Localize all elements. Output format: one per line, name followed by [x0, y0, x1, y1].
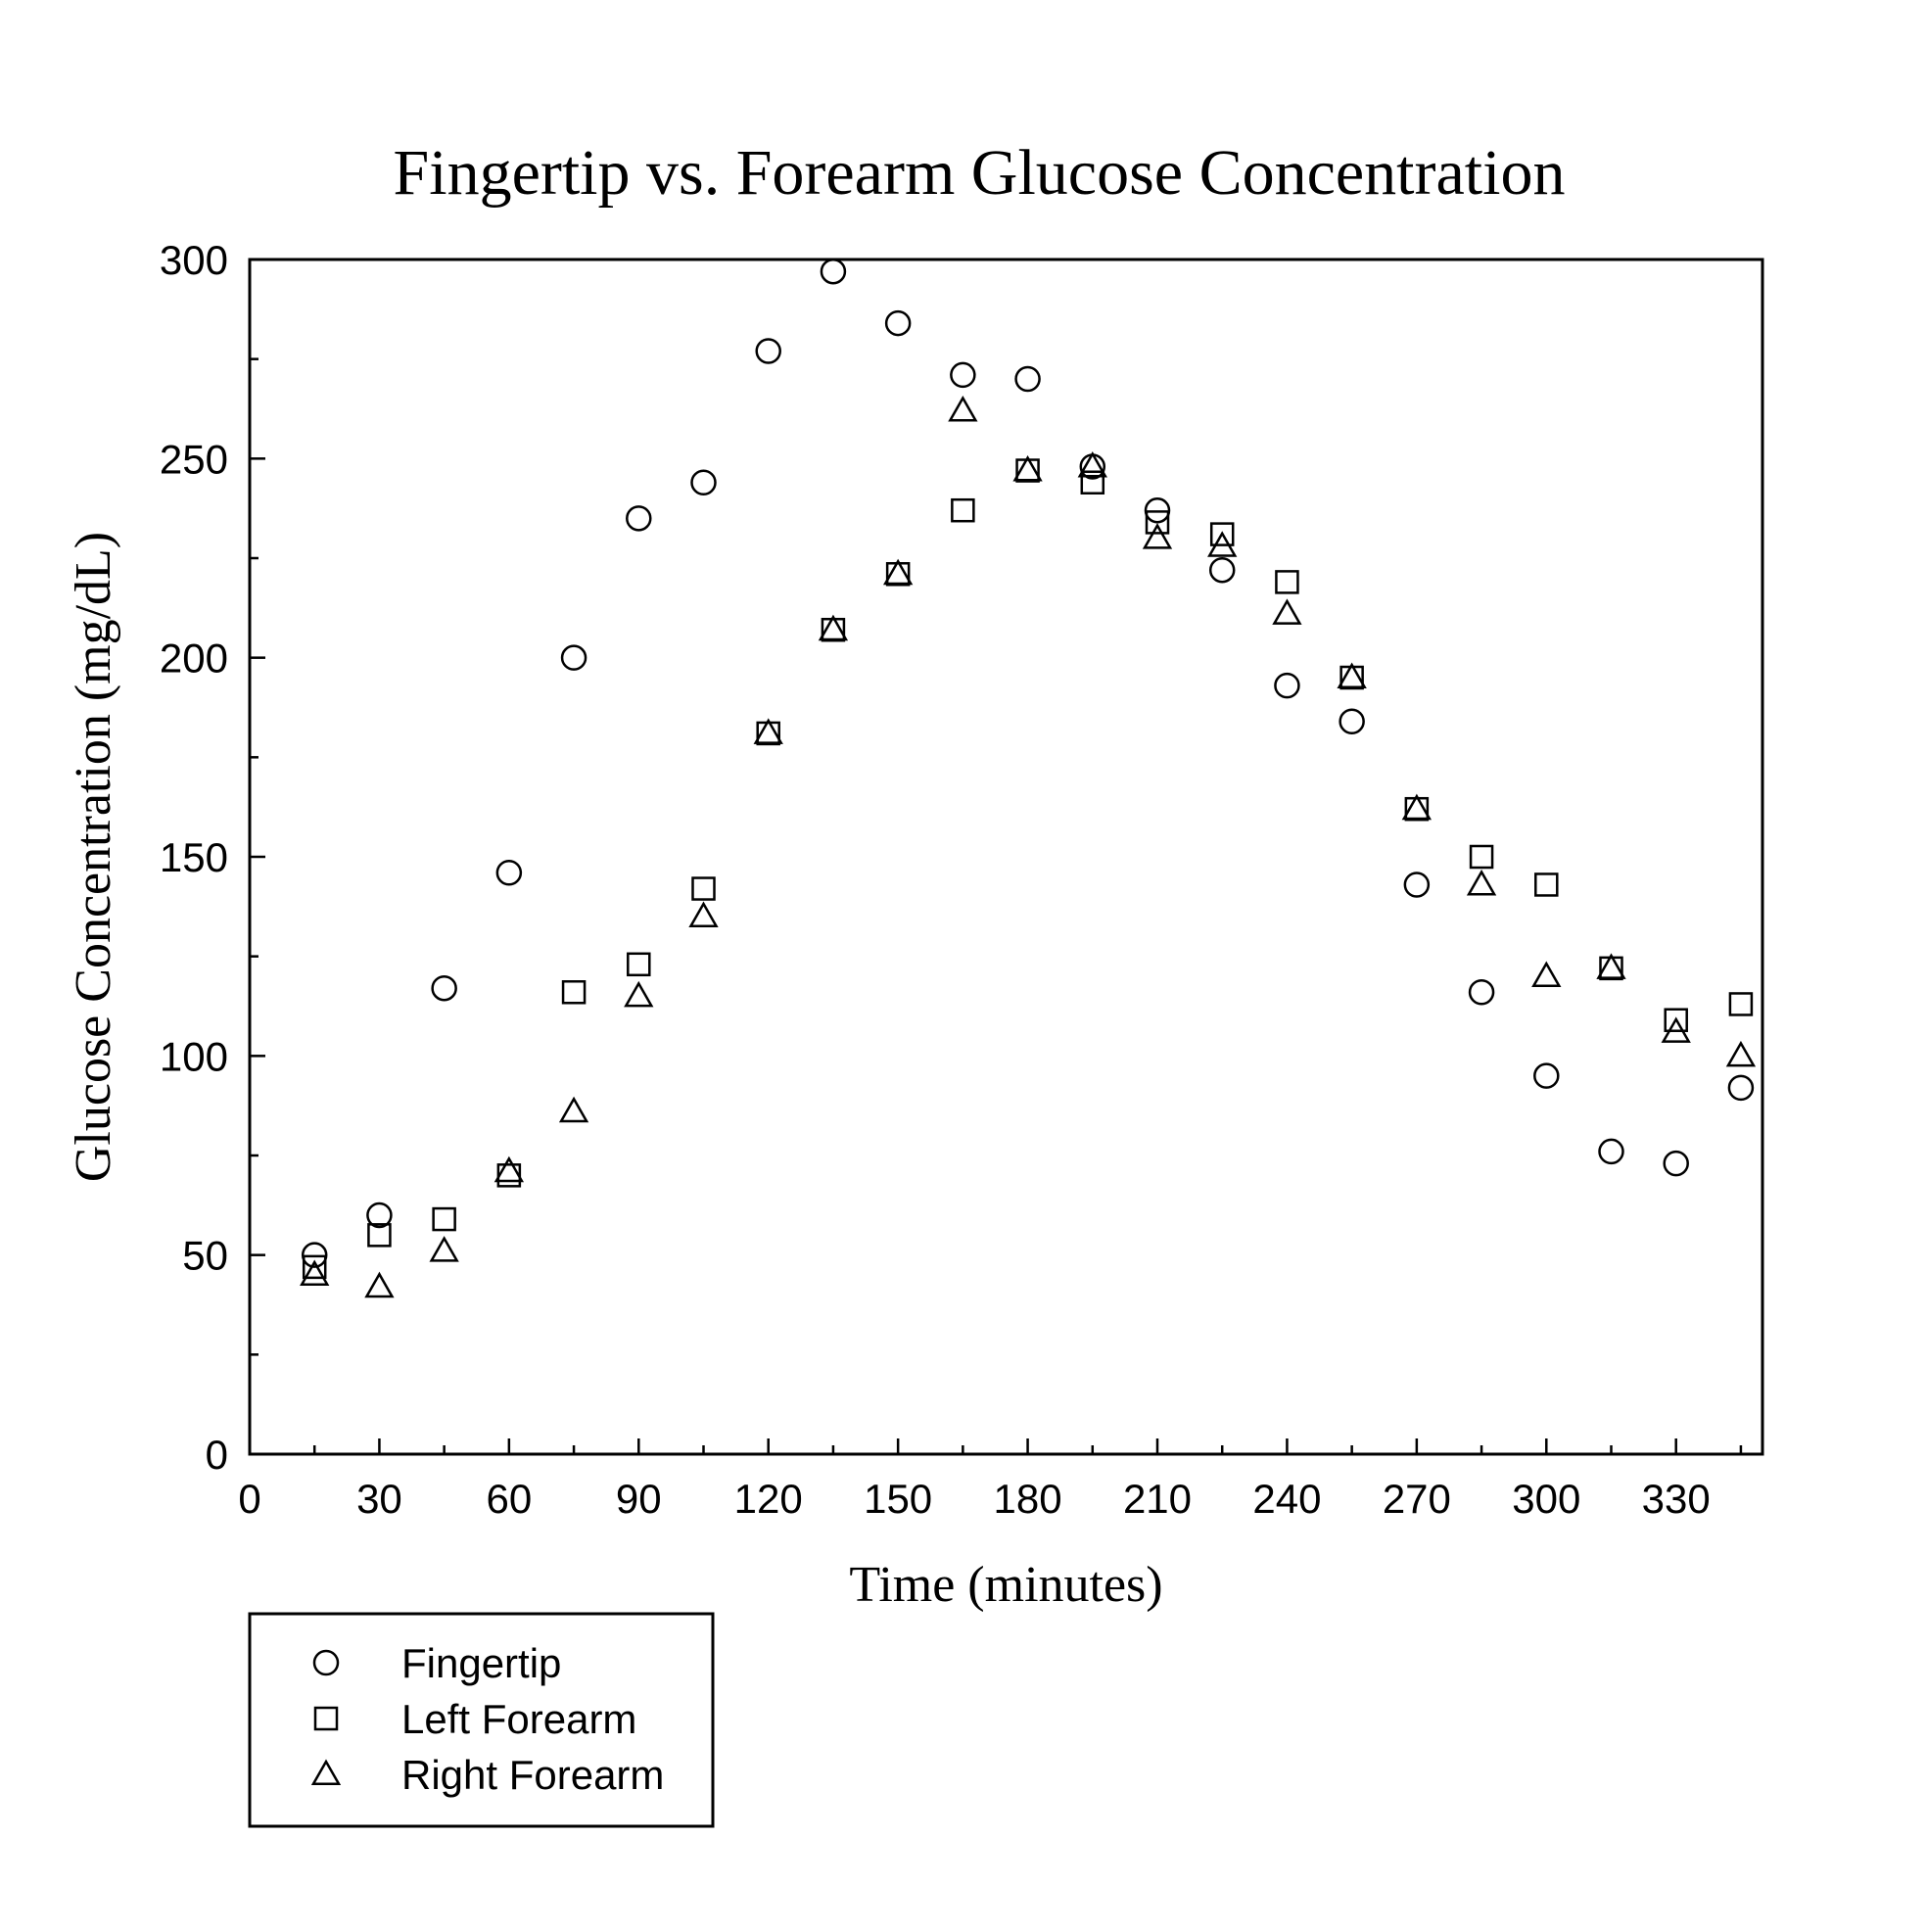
chart: Fingertip vs. Forearm Glucose Concentrat…	[0, 0, 1926, 1932]
right-forearm-point	[1533, 964, 1559, 986]
fingertip-point	[692, 471, 716, 495]
fingertip-point	[757, 340, 780, 363]
right-forearm-point	[1469, 872, 1494, 894]
left-forearm-point	[1471, 846, 1492, 868]
axis-ticks	[250, 259, 1741, 1454]
left-forearm-point	[693, 878, 715, 900]
fingertip-point	[1016, 367, 1040, 391]
left-forearm-point	[498, 1164, 520, 1186]
right-forearm-point	[1274, 601, 1299, 624]
fingertip-point	[1405, 872, 1429, 896]
left-forearm-point	[1276, 571, 1297, 592]
chart-title: Fingertip vs. Forearm Glucose Concentrat…	[394, 137, 1566, 209]
fingertip-point	[1600, 1140, 1623, 1163]
legend-entry-label: Right Forearm	[401, 1752, 664, 1798]
series-triangle	[302, 399, 1754, 1296]
legend-entry-label: Fingertip	[401, 1640, 561, 1686]
x-tick-label: 60	[486, 1476, 532, 1522]
x-tick-label: 150	[864, 1476, 932, 1522]
right-forearm-point	[1015, 458, 1041, 481]
left-forearm-point	[1730, 993, 1752, 1014]
series-circle	[303, 259, 1753, 1266]
right-forearm-point	[821, 617, 846, 639]
x-axis-label: Time (minutes)	[849, 1557, 1162, 1613]
fingertip-point	[822, 259, 845, 283]
fingertip-point	[886, 311, 910, 335]
right-forearm-point	[1404, 796, 1430, 819]
y-axis-label: Glucose Concentration (mg/dL)	[66, 532, 121, 1182]
fingertip-point	[1340, 710, 1364, 733]
right-forearm-point	[496, 1158, 522, 1181]
y-tick-label: 0	[206, 1432, 228, 1478]
left-forearm-point	[628, 954, 649, 975]
fingertip-point	[627, 506, 650, 530]
right-forearm-point	[561, 1099, 587, 1121]
y-tick-label: 50	[182, 1233, 228, 1279]
right-forearm-point	[1599, 956, 1624, 978]
fingertip-point	[1534, 1064, 1558, 1088]
x-tick-label: 90	[616, 1476, 662, 1522]
right-forearm-point	[1145, 526, 1170, 548]
x-tick-label: 30	[356, 1476, 402, 1522]
right-forearm-point	[691, 904, 717, 926]
x-axis-tick-labels: 0 30 60 90 120 150 180 210 240 270 300 330	[238, 1476, 1710, 1522]
right-forearm-point	[950, 399, 975, 421]
left-forearm-point	[1535, 873, 1557, 895]
right-forearm-point	[626, 983, 651, 1006]
right-forearm-point	[302, 1262, 327, 1285]
y-tick-label: 300	[160, 237, 228, 283]
fingertip-point	[1665, 1152, 1688, 1175]
x-tick-label: 120	[734, 1476, 803, 1522]
plot-frame	[250, 259, 1762, 1454]
fingertip-point	[433, 976, 456, 1000]
x-tick-label: 210	[1123, 1476, 1192, 1522]
x-tick-label: 180	[994, 1476, 1062, 1522]
legend-triangle-marker	[313, 1762, 339, 1784]
left-forearm-point	[434, 1208, 455, 1230]
legend-circle-marker	[314, 1651, 338, 1674]
right-forearm-point	[366, 1274, 392, 1296]
right-forearm-point	[756, 721, 781, 743]
fingertip-point	[497, 861, 521, 884]
x-tick-label: 270	[1383, 1476, 1451, 1522]
legend-entry-label: Left Forearm	[401, 1696, 636, 1742]
y-tick-label: 150	[160, 834, 228, 880]
right-forearm-point	[1728, 1043, 1754, 1065]
fingertip-point	[951, 363, 974, 387]
fingertip-point	[1470, 980, 1493, 1004]
right-forearm-point	[432, 1239, 457, 1261]
fingertip-point	[1729, 1076, 1753, 1100]
fingertip-point	[1210, 558, 1234, 582]
y-tick-label: 100	[160, 1033, 228, 1079]
fingertip-point	[1275, 674, 1298, 697]
right-forearm-point	[885, 561, 911, 584]
right-forearm-point	[1339, 665, 1365, 687]
x-tick-label: 300	[1512, 1476, 1580, 1522]
legend-square-marker	[315, 1708, 337, 1729]
y-tick-label: 250	[160, 436, 228, 482]
x-tick-label: 330	[1642, 1476, 1711, 1522]
data-markers	[302, 259, 1754, 1296]
legend: Fingertip Left Forearm Right Forearm	[250, 1614, 713, 1826]
left-forearm-point	[563, 981, 585, 1003]
y-axis-tick-labels: 0 50 100 150 200 250 300	[160, 237, 228, 1478]
x-tick-label: 240	[1252, 1476, 1321, 1522]
left-forearm-point	[952, 499, 973, 521]
x-tick-label: 0	[238, 1476, 260, 1522]
fingertip-point	[562, 646, 586, 670]
y-tick-label: 200	[160, 636, 228, 682]
